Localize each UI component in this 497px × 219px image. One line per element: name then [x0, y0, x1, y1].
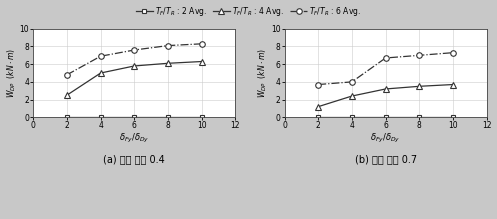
- Y-axis label: $W_{DP}$  $(kN \cdot m)$: $W_{DP}$ $(kN \cdot m)$: [257, 48, 269, 98]
- Legend: $T_F/T_R$ : 2 Avg., $T_F/T_R$ : 4 Avg., $T_F/T_R$ : 6 Avg.: $T_F/T_R$ : 2 Avg., $T_F/T_R$ : 4 Avg., …: [135, 4, 362, 18]
- Text: (a) 내력 비율 0.4: (a) 내력 비율 0.4: [103, 154, 165, 164]
- Y-axis label: $W_{DP}$  $(kN \cdot m)$: $W_{DP}$ $(kN \cdot m)$: [5, 48, 18, 98]
- X-axis label: $\delta_{Fy}/\delta_{Dy}$: $\delta_{Fy}/\delta_{Dy}$: [119, 132, 150, 145]
- X-axis label: $\delta_{Fy}/\delta_{Dy}$: $\delta_{Fy}/\delta_{Dy}$: [370, 132, 401, 145]
- Text: (b) 내력 비율 0.7: (b) 내력 비율 0.7: [354, 154, 416, 164]
